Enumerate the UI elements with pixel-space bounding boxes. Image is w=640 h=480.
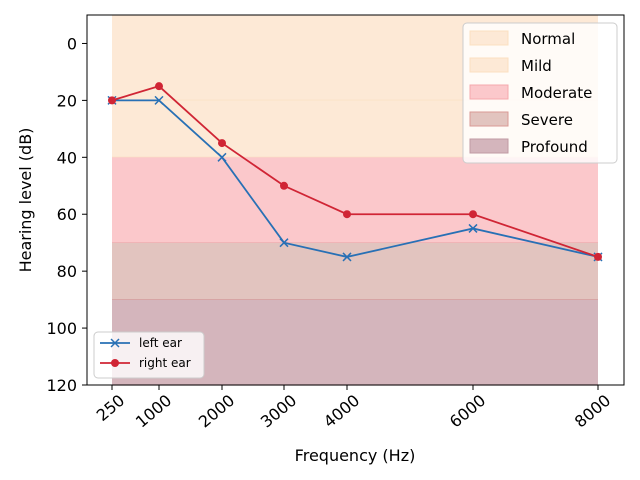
band-legend-label-profound: Profound <box>521 138 588 156</box>
x-tick-label-8000: 8000 <box>571 391 614 432</box>
series-legend-marker-left-ear <box>110 338 120 348</box>
y-tick-label-0: 0 <box>67 34 77 53</box>
point-right-ear-0 <box>108 96 116 105</box>
band-legend-swatch-profound <box>469 138 509 154</box>
point-left-ear-2 <box>217 152 227 162</box>
band-moderate <box>112 157 598 243</box>
x-axis: 250 1000 2000 3000 4000 6000 8000 <box>93 385 614 432</box>
y-tick-label-80: 80 <box>57 262 77 281</box>
band-legend-label-severe: Severe <box>521 111 573 129</box>
point-left-ear-1 <box>154 95 164 105</box>
x-tick-label-1000: 1000 <box>132 391 175 432</box>
series-lines <box>107 82 603 262</box>
x-tick-label-2000: 2000 <box>195 391 238 432</box>
series-right-ear <box>108 82 602 261</box>
point-left-ear-4 <box>342 252 352 262</box>
band-legend-swatch-mild <box>469 57 509 73</box>
y-axis: 0 20 40 60 80 100 120 <box>46 34 87 395</box>
x-tick-label-4000: 4000 <box>320 391 363 432</box>
y-tick-label-120: 120 <box>46 376 77 395</box>
band-legend: Normal Mild Moderate Severe Profound <box>462 22 618 164</box>
x-tick-label-6000: 6000 <box>446 391 489 432</box>
point-right-ear-1 <box>155 82 163 91</box>
point-right-ear-6 <box>594 252 602 261</box>
series-legend: left ear right ear <box>93 331 205 379</box>
point-right-ear-2 <box>218 139 226 148</box>
band-legend-swatch-severe <box>469 111 509 127</box>
y-axis-title: Hearing level (dB) <box>16 128 35 273</box>
y-tick-label-60: 60 <box>57 205 77 224</box>
band-legend-label-normal: Normal <box>521 30 575 48</box>
series-legend-marker-right-ear <box>111 359 119 367</box>
point-right-ear-5 <box>469 210 477 219</box>
point-right-ear-4 <box>343 210 351 219</box>
plot-frame <box>86 14 625 386</box>
band-legend-swatch-normal <box>469 30 509 46</box>
series-legend-label-right-ear: right ear <box>139 356 191 370</box>
band-legend-label-moderate: Moderate <box>521 84 592 102</box>
point-left-ear-3 <box>279 238 289 248</box>
band-legend-label-mild: Mild <box>521 57 552 75</box>
y-tick-label-20: 20 <box>57 91 77 110</box>
x-tick-label-250: 250 <box>93 391 129 425</box>
band-legend-swatch-moderate <box>469 84 509 100</box>
x-axis-title: Frequency (Hz) <box>295 446 416 465</box>
y-tick-label-100: 100 <box>46 319 77 338</box>
point-right-ear-3 <box>280 181 288 190</box>
band-severe <box>112 242 598 300</box>
y-tick-label-40: 40 <box>57 148 77 167</box>
series-legend-label-left-ear: left ear <box>139 336 182 350</box>
x-tick-label-3000: 3000 <box>257 391 300 432</box>
point-left-ear-5 <box>468 223 478 233</box>
